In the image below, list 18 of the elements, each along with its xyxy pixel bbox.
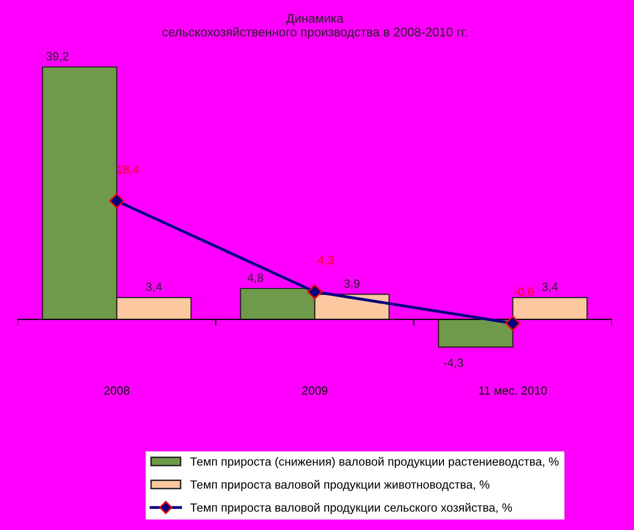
data-label: -0,6 [514,288,534,298]
data-label: 4,3 [318,256,334,266]
bar [438,318,514,348]
legend-label: Темп прироста валовой продукции сельского хозяйства, % [190,502,512,514]
legend-label: Темп прироста (снижения) валовой продукции растениеводства, % [190,456,559,468]
data-label: 3,4 [146,282,162,292]
x-tick-label: 2009 [302,386,328,395]
bar [512,296,588,320]
data-label: -4,3 [444,358,464,368]
data-label: 39,2 [46,52,68,62]
data-label: 18,4 [117,165,140,175]
data-label: 3,9 [344,279,360,290]
x-tick-label: 11 мес. 2010 [479,386,547,395]
chart-title: Динамика сельскохозяйственного производства в 2008-2010 гг. [162,14,467,39]
data-label: 3,4 [542,282,558,292]
x-tick-label: 2008 [104,386,130,395]
legend-label: Темп прироста валовой продукции животноводства, % [190,480,490,492]
data-label: 4,8 [247,274,264,284]
